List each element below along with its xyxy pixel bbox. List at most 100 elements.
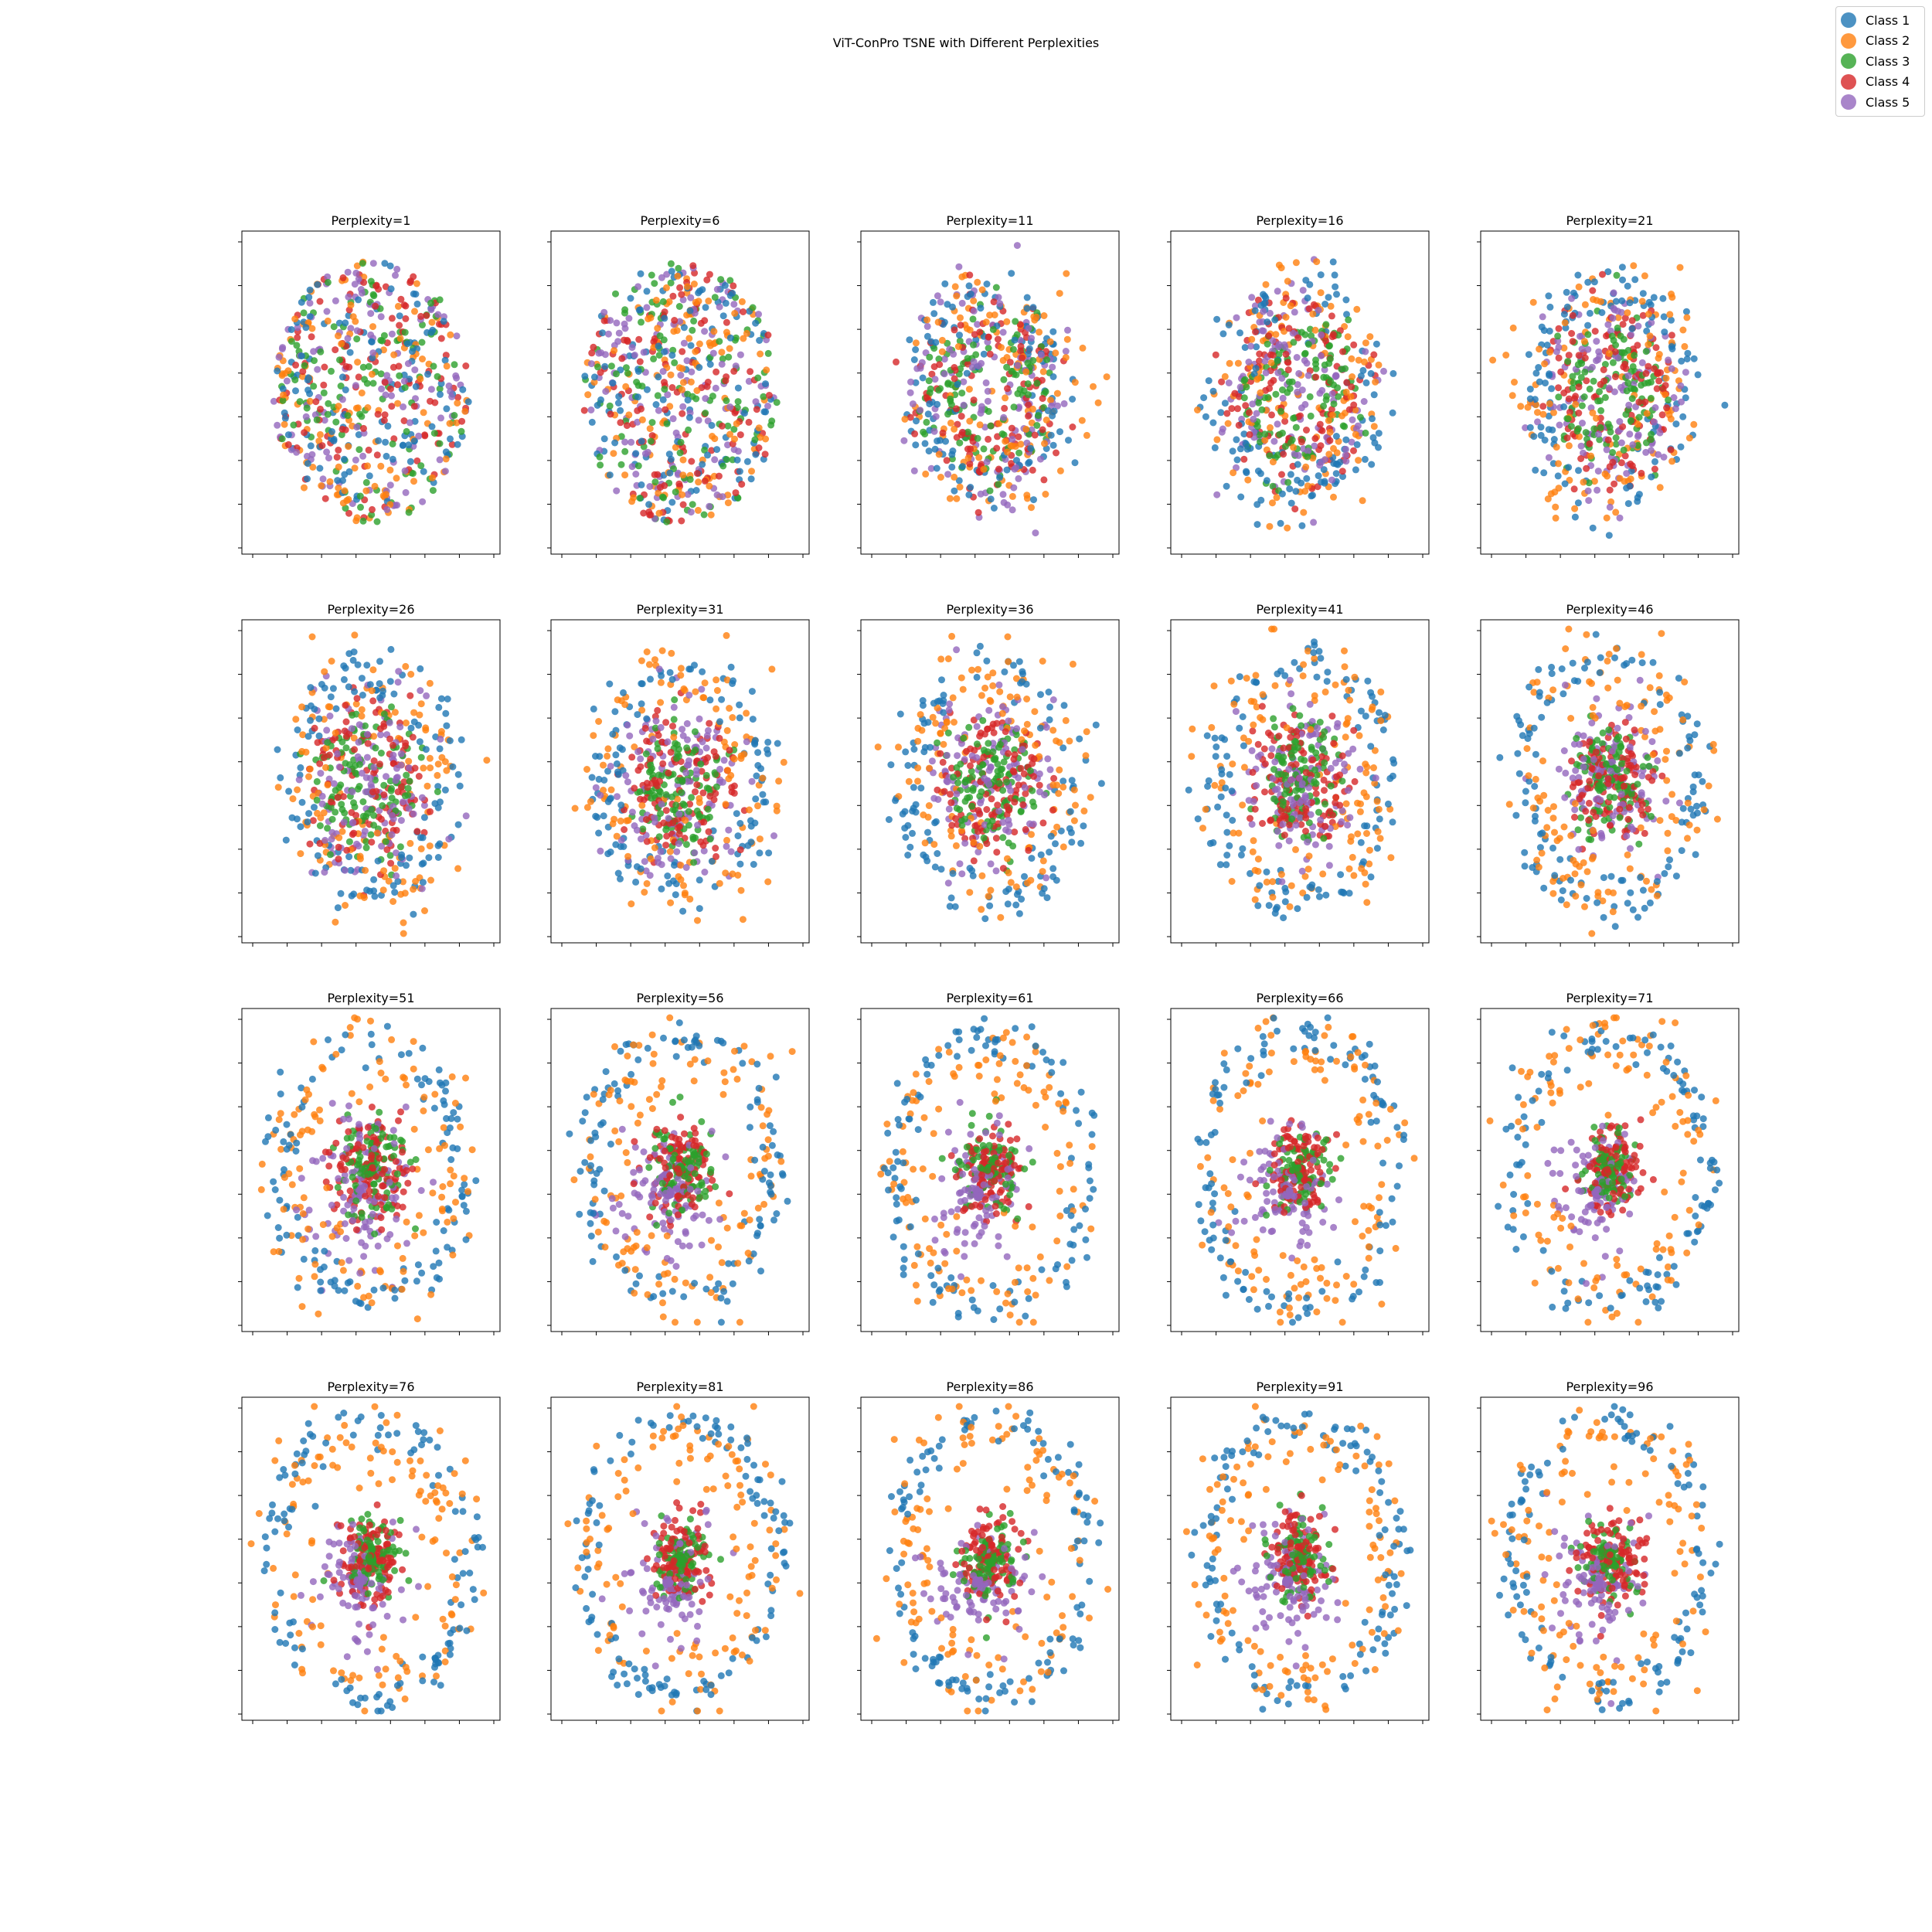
- scatter-point-class-4: [320, 381, 328, 389]
- scatter-point-class-2: [638, 801, 646, 809]
- scatter-point-class-2: [683, 283, 691, 291]
- scatter-point-class-3: [429, 487, 437, 495]
- scatter-point-class-3: [677, 438, 685, 446]
- scatter-point-class-4: [693, 470, 701, 478]
- scatter-point-class-4: [736, 431, 744, 439]
- scatter-point-class-2: [386, 501, 394, 509]
- scatter-point-class-3: [957, 760, 964, 768]
- scatter-point-class-4: [713, 852, 719, 860]
- scatter-point-class-4: [335, 446, 342, 454]
- scatter-point-class-1: [1367, 369, 1375, 377]
- scatter-point-class-5: [675, 840, 682, 848]
- scatter-point-class-1: [282, 836, 290, 844]
- scatter-point-class-2: [1282, 314, 1290, 321]
- scatter-point-class-2: [352, 517, 360, 525]
- scatter-point-class-3: [417, 462, 425, 470]
- scatter-point-class-4: [730, 367, 738, 375]
- scatter-point-class-3: [359, 363, 367, 371]
- scatter-point-class-1: [424, 370, 431, 378]
- scatter-point-class-3: [1264, 393, 1272, 401]
- scatter-point-class-1: [736, 468, 743, 475]
- scatter-point-class-5: [1634, 322, 1642, 330]
- scatter-point-class-2: [713, 705, 720, 713]
- scatter-point-class-2: [724, 767, 732, 774]
- scatter-point-class-1: [339, 477, 346, 485]
- scatter-point-class-5: [709, 349, 717, 357]
- scatter-point-class-3: [403, 427, 410, 435]
- scatter-point-class-5: [615, 329, 623, 337]
- scatter-point-class-4: [712, 845, 719, 852]
- scatter-point-class-1: [1545, 292, 1553, 300]
- scatter-point-class-2: [611, 347, 618, 355]
- scatter-point-class-1: [1584, 321, 1592, 329]
- scatter-point-class-5: [1624, 372, 1632, 379]
- scatter-point-class-3: [359, 517, 367, 525]
- scatter-point-class-1: [920, 748, 928, 756]
- scatter-point-class-5: [1013, 242, 1021, 250]
- scatter-point-class-5: [328, 835, 335, 843]
- scatter-point-class-5: [973, 723, 981, 730]
- scatter-point-class-3: [1274, 357, 1281, 365]
- scatter-point-class-4: [661, 481, 668, 489]
- scatter-point-class-1: [764, 750, 772, 757]
- scatter-point-class-2: [658, 647, 666, 655]
- scatter-point-class-3: [663, 420, 671, 427]
- scatter-point-class-5: [587, 360, 595, 368]
- scatter-point-class-5: [351, 281, 359, 288]
- scatter-point-class-3: [1647, 378, 1655, 386]
- scatter-point-class-2: [679, 386, 685, 393]
- scatter-point-class-1: [634, 711, 641, 719]
- scatter-point-class-5: [349, 788, 356, 795]
- scatter-point-class-4: [334, 794, 342, 801]
- scatter-point-class-3: [1306, 393, 1314, 400]
- scatter-point-class-4: [1030, 773, 1037, 781]
- scatter-point-class-5: [1616, 418, 1624, 425]
- scatter-point-class-1: [611, 439, 619, 447]
- scatter-point-class-4: [1575, 410, 1583, 417]
- scatter-point-class-2: [1049, 726, 1057, 734]
- scatter-point-class-4: [1662, 382, 1669, 389]
- scatter-point-class-2: [590, 732, 597, 740]
- scatter-point-class-3: [999, 787, 1007, 794]
- scatter-point-class-4: [389, 741, 396, 749]
- scatter-point-class-3: [655, 833, 663, 841]
- scatter-point-class-2: [358, 389, 366, 396]
- scatter-point-class-2: [1561, 319, 1569, 327]
- scatter-point-class-4: [397, 295, 405, 303]
- scatter-point-class-3: [1035, 412, 1042, 420]
- scatter-point-class-3: [985, 407, 992, 415]
- scatter-point-class-5: [657, 723, 665, 731]
- scatter-point-class-2: [726, 705, 733, 712]
- scatter-point-class-5: [358, 770, 366, 777]
- scatter-point-class-2: [687, 378, 695, 386]
- scatter-point-class-3: [1613, 271, 1621, 279]
- scatter-point-class-1: [1650, 294, 1658, 301]
- scatter-point-class-4: [339, 274, 347, 281]
- scatter-point-class-2: [1511, 379, 1518, 386]
- scatter-point-class-3: [689, 326, 696, 334]
- scatter-point-class-4: [1339, 348, 1346, 355]
- scatter-point-class-5: [664, 738, 672, 746]
- scatter-point-class-1: [588, 418, 596, 426]
- scatter-point-class-5: [672, 429, 680, 437]
- scatter-point-class-4: [423, 311, 430, 319]
- scatter-point-class-3: [368, 511, 376, 519]
- scatter-point-class-1: [382, 438, 389, 446]
- scatter-point-class-5: [1262, 369, 1270, 376]
- scatter-point-class-1: [643, 287, 651, 295]
- scatter-point-class-2: [1230, 469, 1237, 477]
- scatter-point-class-5: [622, 772, 630, 779]
- scatter-point-class-1: [917, 784, 925, 792]
- scatter-point-class-4: [736, 846, 744, 854]
- scatter-point-class-4: [747, 368, 754, 376]
- scatter-point-class-2: [335, 485, 342, 492]
- scatter-point-class-2: [1226, 359, 1233, 367]
- scatter-point-class-1: [327, 693, 335, 701]
- scatter-panel-11: Perplexity=11: [857, 213, 1120, 558]
- scatter-point-class-3: [642, 750, 650, 757]
- scatter-point-class-2: [383, 491, 389, 498]
- scatter-point-class-2: [1023, 720, 1031, 728]
- scatter-point-class-5: [1261, 357, 1269, 365]
- scatter-point-class-5: [743, 738, 750, 746]
- scatter-point-class-4: [651, 471, 658, 478]
